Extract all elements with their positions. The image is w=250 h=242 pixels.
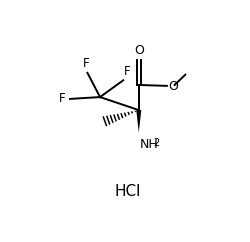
Text: O: O <box>134 44 144 57</box>
Text: NH: NH <box>139 138 158 151</box>
Text: F: F <box>58 92 65 106</box>
Text: 2: 2 <box>153 138 159 148</box>
Text: O: O <box>168 80 178 93</box>
Polygon shape <box>136 110 141 132</box>
Text: HCl: HCl <box>115 184 141 199</box>
Text: F: F <box>83 57 90 70</box>
Text: F: F <box>124 65 131 78</box>
